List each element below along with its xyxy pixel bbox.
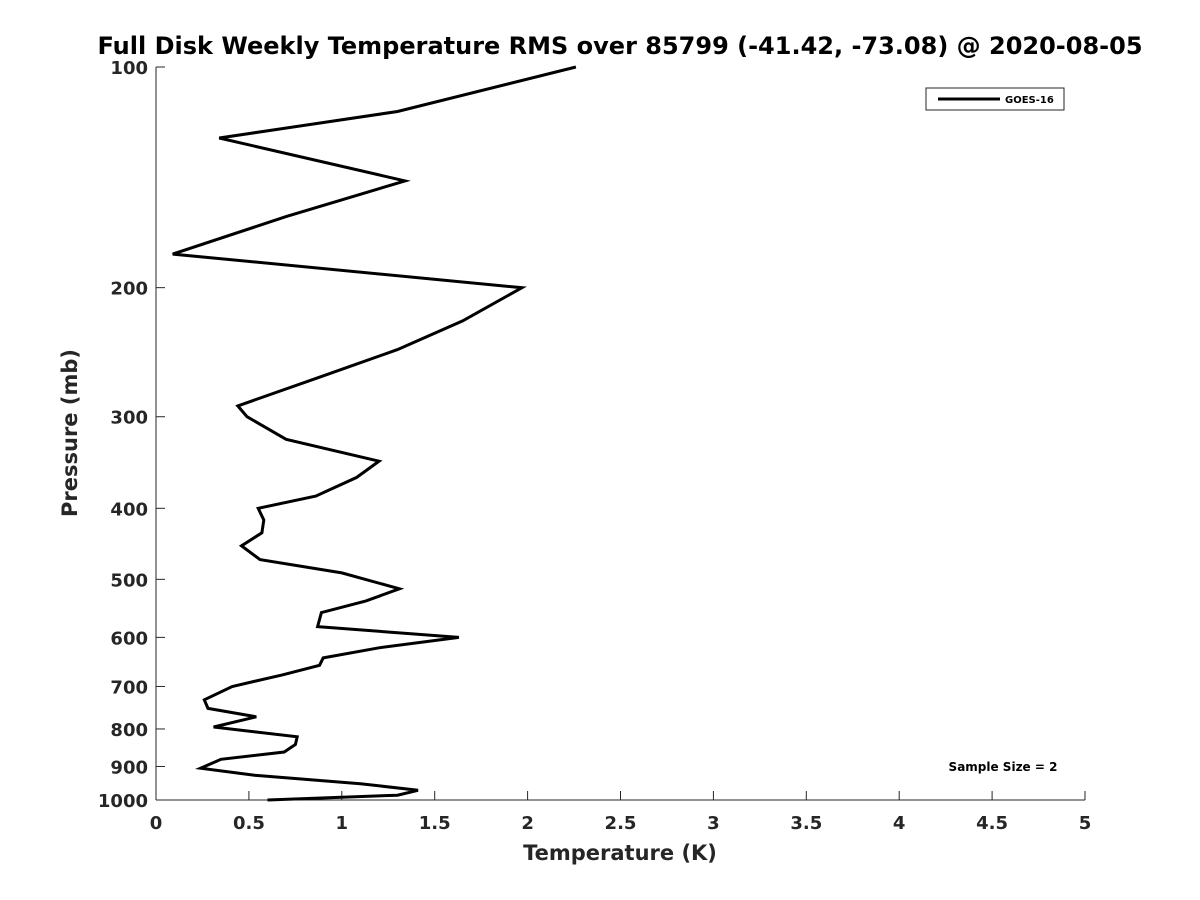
x-tick-label: 5 — [1079, 813, 1092, 834]
y-tick-label: 300 — [110, 408, 148, 429]
x-tick-label: 2 — [521, 813, 534, 834]
legend-entry-label: GOES-16 — [1005, 95, 1054, 106]
y-tick-label: 600 — [110, 628, 148, 649]
x-tick-label: 1 — [336, 813, 349, 834]
x-tick-label: 4 — [893, 813, 906, 834]
y-tick-label: 200 — [110, 279, 148, 300]
y-tick-label: 1000 — [98, 791, 148, 812]
y-axis-label: Pressure (mb) — [58, 349, 82, 517]
series-line-goes-16 — [172, 65, 577, 802]
y-tick-label: 700 — [110, 677, 148, 698]
x-tick-label: 0.5 — [233, 813, 265, 834]
x-tick-label: 2.5 — [605, 813, 637, 834]
y-tick-label: 900 — [110, 757, 148, 778]
y-tick-label: 500 — [110, 570, 148, 591]
x-tick-label: 3 — [707, 813, 720, 834]
y-tick-label: 800 — [110, 720, 148, 741]
x-axis-label: Temperature (K) — [523, 841, 717, 865]
x-tick-label: 4.5 — [976, 813, 1008, 834]
x-tick-label: 1.5 — [419, 813, 451, 834]
series-layer — [172, 65, 577, 802]
y-tick-label: 100 — [110, 58, 148, 79]
y-tick-label: 400 — [110, 499, 148, 520]
x-tick-label: 3.5 — [790, 813, 822, 834]
ticks: 0 0.5 1 1.5 2 2.5 3 3.5 4 4.5 5 100 200 300 400 500 600 7… — [98, 58, 1091, 834]
sample-size-annotation: Sample Size = 2 — [949, 760, 1058, 774]
chart-title: Full Disk Weekly Temperature RMS over 85… — [97, 32, 1142, 60]
x-tick-label: 0 — [150, 813, 163, 834]
legend: GOES-16 — [925, 87, 1065, 111]
